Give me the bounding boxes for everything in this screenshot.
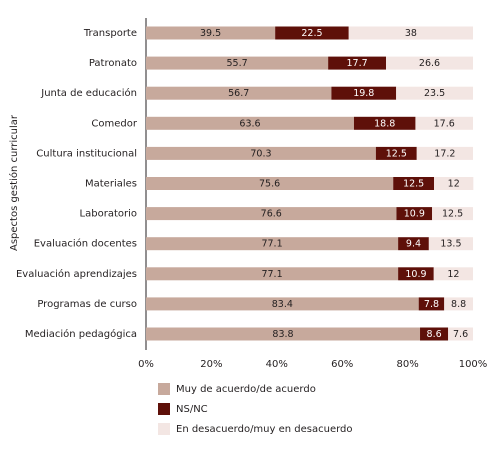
data-label: 13.5 xyxy=(440,239,461,250)
bar-segment xyxy=(331,86,397,100)
x-tick-label: 80% xyxy=(396,359,418,370)
y-tick-label: Cultura institucional xyxy=(36,148,137,159)
bar-segment xyxy=(432,207,473,221)
bar-segment xyxy=(393,177,435,190)
bar-segment xyxy=(428,237,473,251)
data-label: 77.1 xyxy=(261,239,282,250)
bar-segment xyxy=(146,86,332,100)
y-tick-label: Mediación pedagógica xyxy=(25,328,137,340)
y-tick-label: Evaluación aprendizajes xyxy=(16,268,137,280)
data-label: 55.7 xyxy=(226,58,247,69)
bar-segment xyxy=(415,116,473,130)
data-label: 7.6 xyxy=(453,329,468,340)
data-label: 75.6 xyxy=(259,179,280,190)
bar-segment xyxy=(146,56,329,70)
y-tick-label: Evaluación docentes xyxy=(34,238,137,250)
bar-segment xyxy=(353,116,416,130)
bar-segment xyxy=(418,297,445,311)
data-label: 17.2 xyxy=(434,148,455,159)
bar-segment xyxy=(386,56,473,70)
data-label: 9.4 xyxy=(406,239,421,250)
bar-segment xyxy=(146,207,397,221)
bar-segment xyxy=(146,327,421,341)
legend-label: Muy de acuerdo/de acuerdo xyxy=(176,384,316,395)
y-tick-label: Patronato xyxy=(89,58,137,69)
data-label: 22.5 xyxy=(301,28,322,39)
bar-segment xyxy=(348,26,473,40)
bar-segment xyxy=(146,116,354,130)
legend-swatch xyxy=(158,383,170,395)
legend-label: NS/NC xyxy=(176,404,208,415)
bar-segment xyxy=(396,86,473,100)
data-label: 18.8 xyxy=(374,118,395,129)
data-label: 17.6 xyxy=(434,118,455,129)
bar-segment xyxy=(398,267,434,281)
y-tick-label: Programas de curso xyxy=(37,299,137,310)
bar-segment xyxy=(433,267,473,281)
data-label: 39.5 xyxy=(200,28,221,39)
bar-segment xyxy=(328,56,387,70)
x-tick-label: 40% xyxy=(266,359,288,370)
data-label: 17.7 xyxy=(347,58,368,69)
bar-segment xyxy=(375,146,417,160)
bar-segment xyxy=(146,237,399,251)
data-label: 83.8 xyxy=(272,329,293,340)
data-label: 12.5 xyxy=(403,179,424,190)
data-label: 19.8 xyxy=(353,88,374,99)
x-tick-label: 100% xyxy=(459,359,488,370)
data-label: 7.8 xyxy=(424,299,439,310)
y-tick-label: Comedor xyxy=(91,118,137,129)
data-label: 8.8 xyxy=(451,299,466,310)
x-tick-label: 0% xyxy=(138,359,154,370)
data-label: 83.4 xyxy=(272,299,293,310)
data-label: 10.9 xyxy=(404,209,425,220)
data-label: 76.6 xyxy=(261,209,282,220)
x-tick-label: 60% xyxy=(331,359,353,370)
data-label: 12.5 xyxy=(442,209,463,220)
data-label: 26.6 xyxy=(419,58,440,69)
data-label: 38 xyxy=(405,28,417,39)
bar-segment xyxy=(146,26,276,40)
bar-segment xyxy=(420,327,449,341)
bar-segment xyxy=(416,146,473,160)
bar-segment xyxy=(146,267,399,281)
y-tick-label: Junta de educación xyxy=(40,87,137,99)
legend-swatch xyxy=(158,423,170,435)
bar-segment xyxy=(396,207,433,221)
data-label: 8.6 xyxy=(427,329,442,340)
data-label: 77.1 xyxy=(261,269,282,280)
bar-segment xyxy=(444,297,473,311)
legend-label: En desacuerdo/muy en desacuerdo xyxy=(176,424,353,435)
data-label: 63.6 xyxy=(239,118,260,129)
y-axis-label: Aspectos gestión curricular xyxy=(8,114,20,251)
bar-segment xyxy=(448,327,473,341)
data-label: 12 xyxy=(448,179,460,190)
data-label: 10.9 xyxy=(405,269,426,280)
data-label: 23.5 xyxy=(424,88,445,99)
data-label: 12.5 xyxy=(386,148,407,159)
data-label: 70.3 xyxy=(250,148,271,159)
bar-segment xyxy=(146,177,394,190)
y-tick-label: Laboratorio xyxy=(80,209,137,220)
y-tick-label: Transporte xyxy=(83,28,137,39)
bar-segment xyxy=(434,177,474,190)
bar-segment xyxy=(275,26,349,40)
data-label: 12 xyxy=(447,269,459,280)
data-label: 56.7 xyxy=(228,88,249,99)
bar-segment xyxy=(398,237,429,251)
legend-swatch xyxy=(158,403,170,415)
y-tick-label: Materiales xyxy=(85,179,137,190)
x-tick-label: 20% xyxy=(200,359,222,370)
bar-segment xyxy=(146,297,419,311)
bar-segment xyxy=(146,146,376,160)
